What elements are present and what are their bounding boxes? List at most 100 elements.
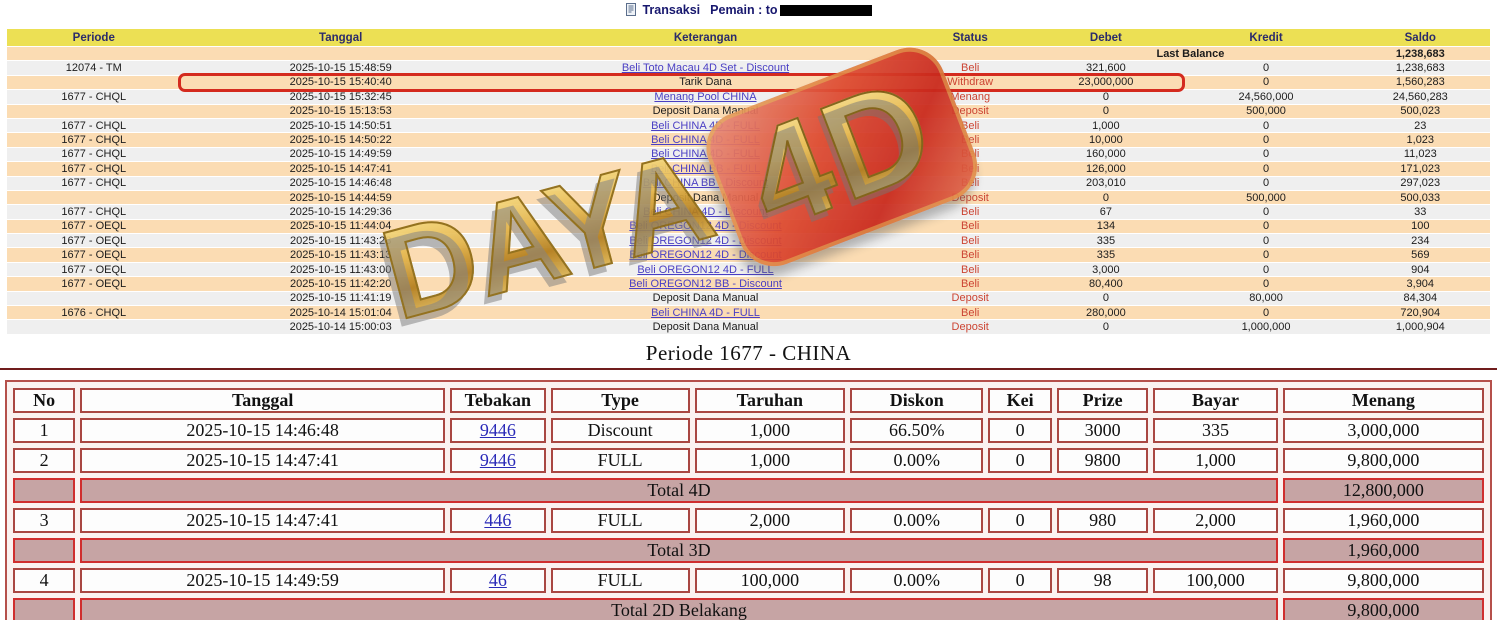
cell-kredit: 500,000: [1181, 104, 1351, 118]
keterangan-link[interactable]: Beli OREGON12 4D - FULL: [637, 263, 774, 276]
keterangan-link[interactable]: Beli CHINA 4D - FULL: [651, 306, 760, 319]
cell-periode: 1677 - CHQL: [7, 147, 181, 162]
keterangan-link[interactable]: Beli OREGON12 BB - Discount: [629, 277, 782, 290]
cell-taruhan: 1,000: [694, 447, 846, 473]
tebakan-link[interactable]: 46: [488, 569, 507, 590]
cell-kredit: 0: [1181, 306, 1351, 320]
cell-kredit: 0: [1181, 277, 1351, 291]
transaction-row: 1677 - OEQL 2025-10-15 11:43:00 Beli OREGO…: [7, 262, 1490, 277]
cell-tebakan: 46: [450, 567, 546, 593]
transaction-row: 1677 - OEQL 2025-10-15 11:43:28 Beli OREGO…: [7, 234, 1490, 248]
cell-menang: 3,000,000: [1282, 417, 1484, 443]
cell-status: Beli: [910, 118, 1031, 133]
status-text: Beli: [961, 205, 980, 218]
keterangan-link[interactable]: Beli CHINA BB - Discount: [642, 177, 769, 190]
col-header-keterangan: Keterangan: [500, 29, 911, 46]
cell-prize: 9800: [1057, 447, 1149, 473]
transaction-row: 2025-10-14 15:00:03 Deposit Dana Manual De…: [7, 320, 1490, 334]
cell-keterangan: Tarik Dana: [500, 75, 911, 90]
keterangan-link[interactable]: Beli CHINA 4D - FULL: [651, 119, 760, 132]
status-text: Beli: [961, 220, 980, 233]
keterangan-link[interactable]: Menang Pool CHINA: [654, 90, 757, 103]
bet-row: 4 2025-10-15 14:49:59 46 FULL 100,000 0.00% 0 9…: [13, 567, 1484, 593]
cell-no-empty: [13, 477, 76, 503]
cell-tanggal: 2025-10-15 14:46:48: [80, 417, 446, 443]
cell-periode: [7, 104, 181, 118]
player-label: Pemain : to: [710, 3, 778, 17]
tebakan-link[interactable]: 446: [484, 509, 512, 530]
cell-periode: [7, 47, 181, 61]
col-header-taruhan: Taruhan: [694, 387, 846, 413]
cell-keterangan: Deposit Dana Manual: [500, 190, 911, 205]
cell-periode: 1677 - CHQL: [7, 118, 181, 133]
section-divider: [0, 367, 1497, 370]
cell-saldo: 720,904: [1350, 306, 1490, 320]
status-text: Beli: [961, 306, 980, 319]
keterangan-link[interactable]: Beli CHINA BB - FULL: [650, 162, 761, 175]
cell-periode: 1677 - CHQL: [7, 205, 181, 219]
cell-kei: 0: [988, 567, 1053, 593]
cell-tanggal: 2025-10-15 11:44:04: [180, 219, 501, 234]
cell-keterangan: Beli CHINA 4D - Discount: [500, 205, 911, 219]
cell-keterangan: Beli CHINA 4D - FULL: [500, 147, 911, 162]
status-text: Beli: [961, 234, 980, 247]
col-header-no: No: [13, 387, 76, 413]
tebakan-link[interactable]: 9446: [479, 449, 516, 470]
cell-tanggal: 2025-10-15 15:40:40: [180, 75, 501, 90]
keterangan-link[interactable]: Beli Toto Macau 4D Set - Discount: [621, 62, 790, 75]
cell-prize: 3000: [1057, 417, 1149, 443]
cell-prize: 98: [1057, 567, 1149, 593]
status-text: Withdraw: [947, 76, 994, 89]
transaction-row: 1676 - CHQL 2025-10-14 15:01:04 Beli CHINA…: [7, 306, 1490, 320]
transaction-row: 1677 - CHQL 2025-10-15 14:49:59 Beli CHINA…: [7, 147, 1490, 162]
total-row: Total 4D 12,800,000: [13, 477, 1484, 503]
cell-tanggal: 2025-10-15 14:46:48: [180, 176, 501, 190]
period-heading: Periode 1677 - CHINA: [645, 340, 852, 365]
cell-debet: 335: [1030, 234, 1182, 248]
keterangan-link[interactable]: Beli OREGON12 4D - Discount: [629, 249, 782, 262]
cell-tanggal: 2025-10-15 14:49:59: [180, 147, 501, 162]
cell-tanggal: 2025-10-14 15:01:04: [180, 306, 501, 320]
cell-no-empty: [13, 597, 76, 620]
cell-kredit: 0: [1181, 176, 1351, 190]
status-text: Beli: [961, 134, 980, 147]
cell-periode: 1677 - OEQL: [7, 234, 181, 248]
cell-kredit: 500,000: [1181, 190, 1351, 205]
cell-keterangan: Menang Pool CHINA: [500, 90, 911, 104]
keterangan-link[interactable]: Beli CHINA 4D - FULL: [651, 134, 760, 147]
transaction-row: 1677 - OEQL 2025-10-15 11:42:20 Beli OREGO…: [7, 277, 1490, 291]
cell-periode: [7, 291, 181, 306]
col-header-status: Status: [910, 29, 1031, 46]
cell-tanggal: 2025-10-15 14:47:41: [180, 162, 501, 176]
cell-saldo: 904: [1350, 262, 1490, 277]
cell-debet: 10,000: [1030, 133, 1182, 147]
document-icon: [626, 3, 637, 16]
cell-status: Beli: [910, 176, 1031, 190]
cell-diskon: 0.00%: [850, 567, 984, 593]
keterangan-link[interactable]: Beli CHINA 4D - FULL: [651, 148, 760, 161]
cell-saldo: 500,033: [1350, 190, 1490, 205]
transaction-row: 2025-10-15 15:13:53 Deposit Dana Manual De…: [7, 104, 1490, 118]
total-menang: 12,800,000: [1282, 477, 1484, 503]
cell-kredit: 1,000,000: [1181, 320, 1351, 334]
cell-keterangan: Beli OREGON12 4D - FULL: [500, 262, 911, 277]
cell-keterangan: [500, 47, 911, 61]
cell-status: Beli: [910, 133, 1031, 147]
cell-tebakan: 9446: [450, 417, 546, 443]
cell-keterangan: Beli CHINA 4D - FULL: [500, 133, 911, 147]
cell-saldo: 1,023: [1350, 133, 1490, 147]
cell-bayar: 2,000: [1153, 507, 1278, 533]
cell-saldo: 84,304: [1350, 291, 1490, 306]
cell-tanggal: 2025-10-15 14:47:41: [80, 507, 446, 533]
cell-kredit: 24,560,000: [1181, 90, 1351, 104]
tebakan-link[interactable]: 9446: [479, 419, 516, 440]
keterangan-link[interactable]: Beli OREGON12 4D - Discount: [629, 234, 782, 247]
keterangan-link[interactable]: Beli CHINA 4D - Discount: [643, 205, 768, 218]
cell-kei: 0: [988, 417, 1053, 443]
cell-status: Beli: [910, 162, 1031, 176]
keterangan-link[interactable]: Beli OREGON12 4D - Discount: [629, 220, 782, 233]
cell-debet: 80,400: [1030, 277, 1182, 291]
cell-saldo: 23: [1350, 118, 1490, 133]
cell-periode: 1677 - CHQL: [7, 162, 181, 176]
cell-bayar: 1,000: [1153, 447, 1278, 473]
